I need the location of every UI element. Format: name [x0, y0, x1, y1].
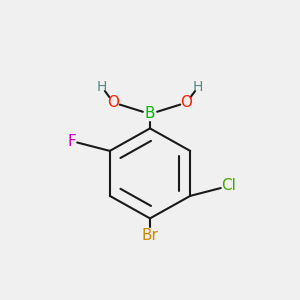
Text: O: O — [181, 95, 193, 110]
Text: Br: Br — [142, 228, 158, 243]
Text: B: B — [145, 106, 155, 122]
Text: H: H — [97, 80, 107, 94]
Text: H: H — [193, 80, 203, 94]
Text: O: O — [107, 95, 119, 110]
Text: F: F — [67, 134, 76, 148]
Text: Cl: Cl — [221, 178, 236, 194]
